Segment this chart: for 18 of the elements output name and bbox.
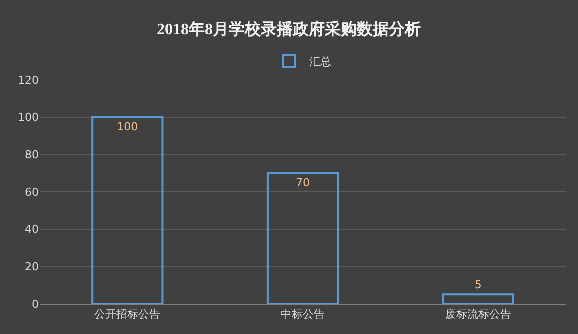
data-label: 100 (117, 120, 138, 134)
y-tick-label: 20 (25, 260, 39, 274)
x-tick-label: 公开招标公告 (94, 308, 161, 322)
data-label: 5 (474, 278, 482, 292)
y-tick-label: 40 (25, 223, 39, 236)
chart-title: 2018年8月学校录播政府采购数据分析 (157, 20, 421, 39)
x-tick-label: 废标流标公告 (445, 308, 512, 322)
data-label: 70 (296, 176, 310, 190)
x-tick-label: 中标公告 (281, 308, 325, 322)
y-tick-label: 120 (18, 74, 39, 87)
y-tick-label: 60 (25, 186, 39, 199)
bar (92, 116, 164, 304)
y-tick-label: 0 (32, 298, 39, 311)
bar (442, 294, 514, 304)
y-tick-label: 100 (18, 111, 39, 124)
legend-label: 汇总 (310, 55, 332, 68)
y-tick-label: 80 (25, 148, 39, 162)
bar (266, 172, 340, 304)
